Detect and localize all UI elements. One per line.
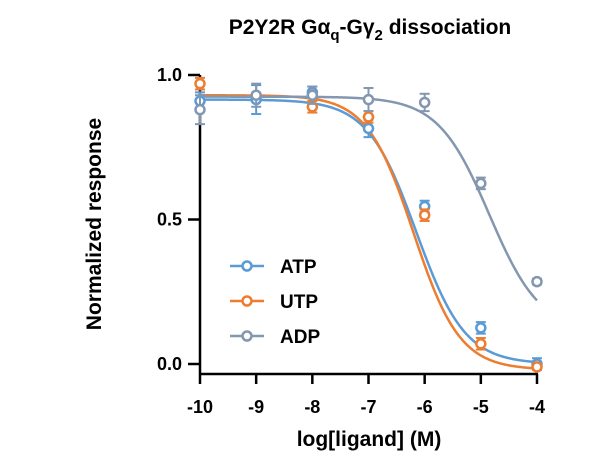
marker-adp-m4 bbox=[531, 275, 543, 288]
marker-utp-m4 bbox=[531, 361, 543, 373]
title-part-main: P2Y2R Gα bbox=[229, 16, 331, 39]
marker-utp-m10 bbox=[194, 77, 206, 90]
y-tick-label-0p5: 0.5 bbox=[157, 210, 182, 230]
legend: ATP UTP ADP bbox=[230, 257, 320, 348]
data-point-utp-m4 bbox=[531, 361, 543, 373]
x-tick-label-m10: -10 bbox=[187, 397, 213, 417]
title-part-mid: -Gγ bbox=[340, 16, 375, 39]
data-point-utp-m7 bbox=[362, 110, 375, 124]
data-point-utp-m5 bbox=[475, 336, 487, 351]
data-points bbox=[194, 76, 543, 373]
y-tick-label-1: 1.0 bbox=[157, 65, 182, 85]
legend-marker-atp bbox=[241, 260, 253, 272]
title-subscript-2: 2 bbox=[375, 27, 383, 44]
x-tick-label-m6: -6 bbox=[417, 397, 433, 417]
title-part-end: dissociation bbox=[383, 16, 511, 39]
legend-entry-atp: ATP bbox=[230, 257, 317, 278]
legend-label-adp: ADP bbox=[280, 327, 320, 348]
marker-atp-m7 bbox=[362, 122, 375, 135]
legend-marker-adp bbox=[241, 330, 253, 342]
marker-utp-m5 bbox=[475, 338, 487, 350]
marker-utp-m7 bbox=[362, 111, 375, 123]
x-tick-label-m9: -9 bbox=[248, 397, 264, 417]
x-tick-label-m4: -4 bbox=[529, 397, 545, 417]
data-point-adp-m4 bbox=[531, 275, 543, 288]
data-point-utp-m10 bbox=[194, 76, 206, 91]
data-point-adp-m10 bbox=[194, 94, 206, 126]
x-tick-label-m7: -7 bbox=[360, 397, 376, 417]
data-point-adp-m7 bbox=[362, 87, 375, 113]
x-axis-ticks: -10 -9 -8 -7 -6 -5 -4 bbox=[187, 374, 545, 417]
y-tick-label-0: 0.0 bbox=[157, 354, 182, 374]
fit-curve-atp bbox=[200, 98, 538, 364]
y-axis-label: Normalized response bbox=[83, 118, 106, 330]
marker-adp-m7 bbox=[362, 93, 375, 106]
chart-title: P2Y2R Gαq-Gγ2 dissociation bbox=[229, 16, 512, 44]
marker-adp-m9 bbox=[250, 89, 262, 101]
x-axis-label: log[ligand] (M) bbox=[297, 428, 442, 451]
marker-atp-m5 bbox=[475, 322, 487, 334]
marker-adp-m5 bbox=[475, 177, 487, 190]
legend-marker-utp bbox=[241, 295, 253, 307]
data-point-utp-m6 bbox=[418, 208, 431, 222]
x-tick-label-m8: -8 bbox=[304, 397, 320, 417]
marker-adp-m8 bbox=[306, 89, 319, 101]
marker-adp-m10 bbox=[194, 103, 206, 116]
data-point-adp-m5 bbox=[475, 176, 487, 191]
y-axis-ticks: 0.0 0.5 1.0 bbox=[157, 65, 200, 374]
data-point-adp-m9 bbox=[250, 82, 262, 108]
data-point-adp-m8 bbox=[306, 85, 319, 105]
marker-adp-m6 bbox=[418, 96, 431, 109]
data-point-atp-m5 bbox=[475, 321, 487, 335]
legend-label-utp: UTP bbox=[280, 292, 318, 313]
legend-label-atp: ATP bbox=[280, 257, 317, 278]
marker-utp-m6 bbox=[418, 209, 431, 221]
title-subscript-q: q bbox=[330, 27, 339, 44]
data-point-adp-m6 bbox=[418, 92, 431, 113]
legend-entry-utp: UTP bbox=[230, 292, 318, 313]
legend-entry-adp: ADP bbox=[230, 327, 320, 348]
x-tick-label-m5: -5 bbox=[473, 397, 489, 417]
